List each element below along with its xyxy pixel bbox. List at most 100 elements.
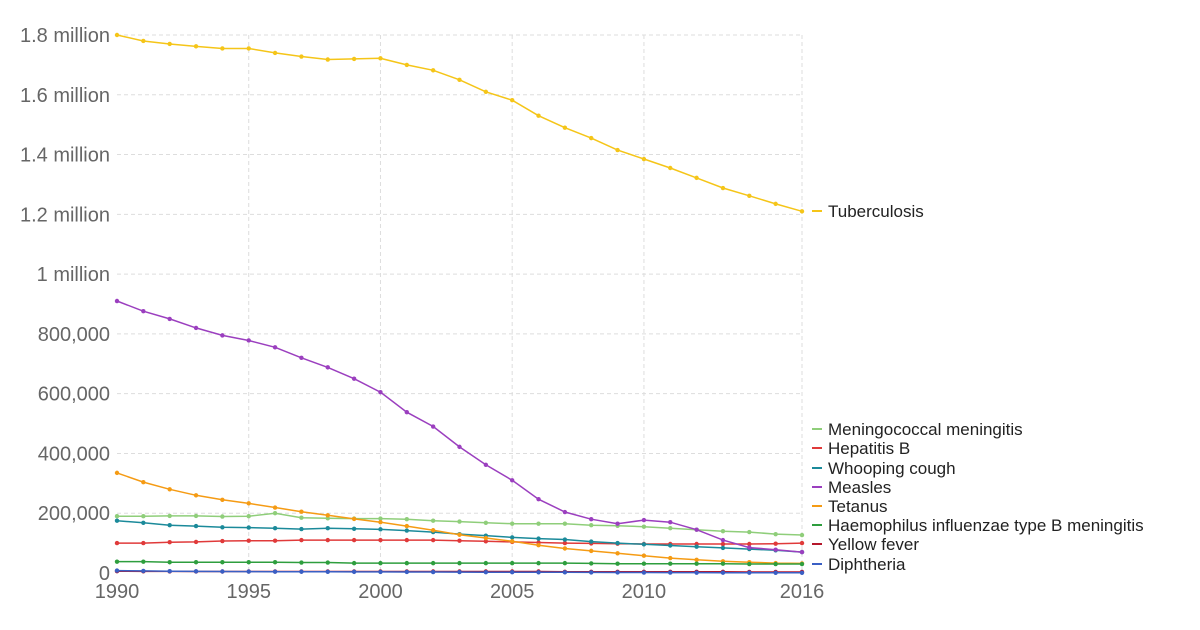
data-point: [299, 526, 304, 532]
data-point: [325, 513, 330, 518]
data-point: [299, 355, 304, 360]
data-point: [509, 570, 515, 575]
series-line: [116, 34, 803, 213]
data-point: [615, 540, 620, 546]
data-point: [536, 496, 541, 502]
data-point: [747, 193, 752, 199]
series-line: [116, 300, 803, 553]
grid: [117, 34, 803, 573]
data-point: [193, 539, 199, 545]
data-point: [246, 338, 251, 343]
data-point: [799, 549, 805, 555]
data-point: [299, 509, 304, 514]
data-point: [694, 527, 699, 532]
legend-item-yellow-fever: Yellow fever: [812, 535, 919, 554]
series-meningococcal-meningitis: [114, 511, 805, 538]
data-point: [141, 308, 146, 314]
data-point: [509, 97, 515, 103]
data-point: [589, 135, 594, 141]
data-point: [457, 560, 462, 566]
y-tick-label: 1.2 million: [20, 204, 110, 226]
y-tick-label: 1.8 million: [20, 25, 110, 47]
data-point: [536, 113, 541, 118]
data-point: [615, 551, 620, 556]
data-point: [299, 560, 304, 565]
data-point: [747, 570, 752, 575]
data-point: [589, 522, 594, 528]
y-tick-label: 1 million: [37, 264, 110, 286]
data-point: [720, 528, 726, 534]
data-point: [167, 513, 172, 519]
data-point: [615, 147, 620, 153]
data-point: [509, 521, 515, 526]
legend-label: Tetanus: [828, 497, 888, 516]
data-point: [325, 525, 330, 531]
data-point: [799, 561, 805, 567]
data-point: [562, 125, 568, 130]
legend-label: Hepatitis B: [828, 439, 910, 458]
y-tick-label: 1.6 million: [20, 85, 110, 107]
data-point: [536, 570, 541, 575]
y-tick-label: 1.4 million: [20, 145, 110, 167]
data-point: [299, 537, 304, 543]
data-point: [641, 561, 647, 566]
data-point: [430, 537, 436, 543]
y-tick-label: 400,000: [38, 443, 110, 465]
data-point: [351, 560, 357, 566]
data-point: [694, 544, 699, 549]
legend-label: Yellow fever: [828, 535, 919, 554]
data-point: [220, 525, 225, 530]
legend-label: Meningococcal meningitis: [828, 420, 1023, 439]
data-point: [430, 518, 436, 523]
data-point: [483, 535, 489, 541]
data-point: [299, 569, 304, 574]
data-point: [404, 569, 410, 575]
data-point: [272, 505, 278, 510]
data-point: [193, 513, 199, 519]
data-point: [404, 523, 410, 529]
data-point: [536, 560, 541, 566]
data-point: [272, 345, 278, 350]
data-point: [668, 519, 673, 525]
data-point: [668, 165, 673, 171]
data-point: [694, 175, 699, 181]
data-point: [694, 561, 699, 566]
data-point: [193, 523, 199, 529]
data-point: [483, 560, 489, 566]
legend-label: Measles: [828, 478, 891, 497]
data-point: [351, 376, 357, 381]
x-tick-label: 2000: [358, 581, 403, 603]
data-point: [404, 517, 410, 522]
data-point: [747, 545, 752, 550]
data-point: [457, 444, 462, 450]
data-point: [167, 41, 172, 47]
data-point: [773, 561, 778, 567]
data-point: [720, 561, 726, 566]
series-lines: [114, 32, 805, 575]
data-point: [246, 46, 251, 51]
data-point: [668, 561, 673, 566]
legend-item-whooping-cough: Whooping cough: [812, 459, 956, 478]
data-point: [351, 526, 357, 531]
data-point: [325, 569, 330, 575]
data-point: [430, 68, 436, 73]
data-point: [799, 209, 805, 214]
data-point: [246, 501, 251, 506]
data-point: [720, 537, 726, 543]
data-point: [668, 555, 673, 561]
series-line: [117, 512, 803, 536]
y-tick-label: 600,000: [38, 384, 110, 406]
data-point: [562, 521, 568, 526]
data-point: [589, 539, 594, 544]
data-point: [141, 514, 146, 519]
data-point: [220, 538, 225, 544]
data-point: [404, 528, 410, 533]
data-point: [193, 493, 199, 498]
data-point: [799, 532, 805, 538]
x-tick-label: 2016: [780, 581, 825, 603]
data-point: [773, 570, 778, 575]
data-point: [272, 50, 278, 56]
data-point: [773, 201, 778, 207]
data-point: [167, 540, 172, 545]
data-point: [378, 537, 383, 543]
